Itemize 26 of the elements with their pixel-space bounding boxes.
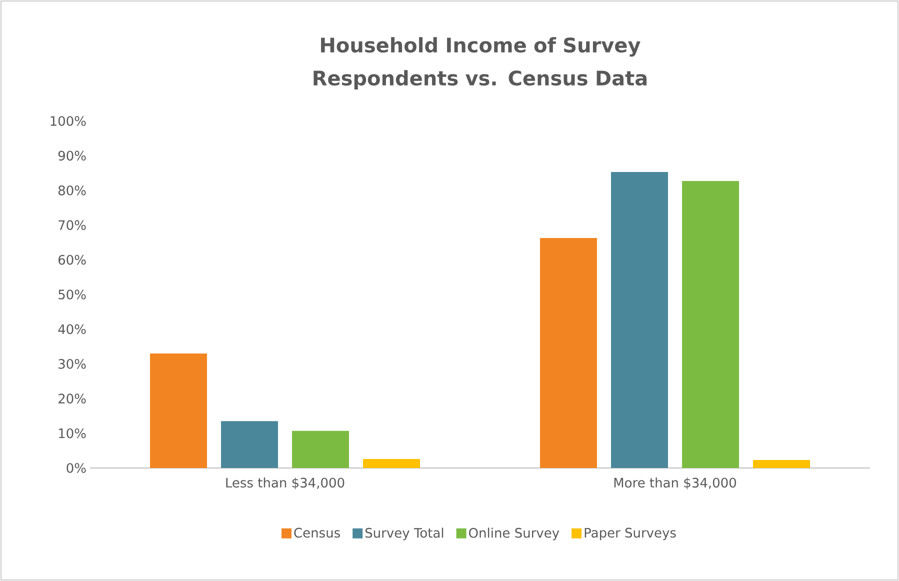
y-tick-label: 70% <box>58 220 86 230</box>
bar <box>150 353 207 468</box>
y-tick-label: 30% <box>58 358 86 369</box>
bar <box>753 460 810 468</box>
y-tick-label: 80% <box>58 185 86 196</box>
chart-title: Household Income of Survey Respondents vs. Census Data <box>314 37 647 90</box>
x-tick-label: More than $34,000 <box>614 478 736 490</box>
y-tick-label: 60% <box>58 254 86 265</box>
y-tick-label: 90% <box>58 150 86 161</box>
y-tick-label: 40% <box>58 324 86 334</box>
y-tick-label: 50% <box>58 290 86 300</box>
y-tick-label: 20% <box>58 394 86 404</box>
bar <box>363 458 420 468</box>
bar <box>611 172 668 468</box>
legend-label: Online Survey <box>469 528 560 540</box>
y-tick-label: 10% <box>59 428 86 438</box>
legend-label: Survey Total <box>365 528 444 540</box>
bar <box>540 238 598 468</box>
x-tick-label: Less than $34,000 <box>226 478 344 490</box>
legend-label: Census <box>294 528 340 538</box>
bar <box>682 181 740 468</box>
y-tick-label: 0% <box>66 463 86 473</box>
legend-label: Paper Surveys <box>584 528 676 540</box>
bar <box>292 430 350 468</box>
y-tick-label: 100% <box>50 116 86 126</box>
bar <box>221 421 278 468</box>
